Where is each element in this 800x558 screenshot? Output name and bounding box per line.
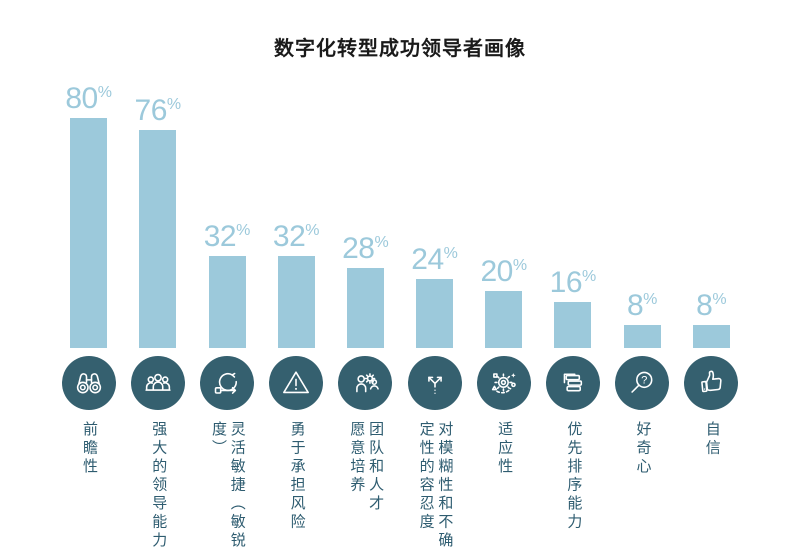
bar-value-label: 8 % (627, 291, 657, 321)
category-label: 勇于承担风险 (288, 421, 306, 532)
fork-arrows-icon (417, 365, 453, 401)
bar-area: 20 % (480, 83, 527, 348)
percent-sign: % (582, 268, 597, 285)
bar-column: 8 % ? 好奇心 (608, 83, 677, 558)
bar-value-label: 32 % (273, 222, 320, 252)
bar-area: 32 % (204, 83, 251, 348)
bar-area: 24 % (411, 83, 458, 348)
percent-sign: % (236, 222, 251, 239)
bar-column: 32 % 灵活敏捷（敏锐度） (192, 83, 261, 558)
bar (208, 256, 246, 348)
thumbs-up-icon (693, 365, 729, 401)
bar-area: 76 % (134, 83, 182, 348)
bar-area: 80 % (65, 83, 112, 348)
binoculars-icon (71, 365, 107, 401)
category-label: 前瞻性 (81, 421, 99, 477)
percent-sign: % (712, 291, 727, 308)
bar (277, 256, 315, 348)
gear-shapes-icon (486, 365, 522, 401)
bar-area: 16 % (550, 83, 597, 348)
bar-value-label: 16 % (550, 268, 597, 298)
icon-circle (407, 356, 462, 410)
bar-value-number: 24 (411, 243, 444, 276)
bar-area: 8 % (692, 83, 730, 348)
bar (139, 129, 177, 348)
bar (692, 325, 730, 348)
bar-value-label: 8 % (696, 291, 726, 321)
percent-sign: % (374, 233, 389, 251)
bar (416, 279, 454, 348)
bar (70, 118, 108, 348)
bar-column: 80 % 前瞻性 (54, 83, 123, 558)
bar-value-number: 8 (626, 289, 644, 322)
icon-circle (684, 356, 739, 410)
bar-value-number: 16 (549, 266, 583, 299)
people-group-icon (140, 365, 176, 401)
icon-circle (338, 356, 393, 410)
bar-value-label: 24 % (411, 245, 458, 275)
bar-value-number: 80 (65, 82, 98, 115)
bar-value-label: 28 % (342, 231, 389, 265)
bar-column: 16 % 优先排序能力 (538, 83, 607, 558)
category-label: 团队和人才 愿意培养 (348, 421, 385, 514)
bar (554, 302, 592, 348)
percent-sign: % (97, 84, 112, 101)
bar-area: 8 % (623, 83, 661, 348)
bar-value-number: 32 (272, 220, 306, 253)
category-label: 好奇心 (634, 421, 652, 477)
icon-circle (269, 356, 324, 410)
category-label: 对模糊性和不确 定性的容忍度 (417, 421, 454, 551)
bar-value-label: 20 % (480, 254, 528, 288)
bar-column: 8 % 自信 (677, 83, 746, 558)
bar-value-number: 32 (203, 220, 237, 253)
category-label: 自信 (703, 421, 721, 458)
bar-value-number: 76 (134, 93, 168, 127)
bar-column: 28 % 团队和人才 愿意培养 (331, 83, 400, 558)
bar-value-label: 80 % (65, 84, 112, 114)
bar-column: 20 % 适应性 (469, 83, 538, 558)
category-label: 强大的领导能力 (150, 421, 168, 551)
icon-circle: ? (615, 356, 670, 410)
percent-sign: % (443, 245, 458, 262)
bar-value-number: 20 (480, 254, 513, 288)
bar (623, 325, 661, 348)
warning-triangle-icon (278, 365, 314, 401)
bar-column: 24 % 对模糊性和不确 定性的容忍度 (400, 83, 469, 558)
person-gear-icon (347, 365, 383, 401)
percent-sign: % (643, 291, 658, 308)
percent-sign: % (305, 222, 320, 239)
percent-sign: % (512, 256, 528, 274)
stacked-bars-icon (555, 365, 591, 401)
icon-circle (545, 356, 600, 410)
svg-text:?: ? (641, 375, 647, 387)
icon-circle (130, 356, 185, 410)
bar-column: 76 % 强大的领导能力 (123, 83, 192, 558)
bar-area: 28 % (342, 83, 389, 348)
bar-value-label: 76 % (134, 93, 182, 127)
category-label: 优先排序能力 (565, 421, 583, 532)
icon-circle (476, 356, 531, 410)
bar-value-label: 32 % (204, 222, 251, 252)
category-label: 灵活敏捷（敏锐度） (210, 421, 246, 551)
bar (485, 290, 523, 348)
bar-column: 32 % 勇于承担风险 (262, 83, 331, 558)
category-label: 适应性 (496, 421, 514, 477)
magnifier-question-icon: ? (624, 365, 660, 401)
icon-circle (200, 356, 255, 410)
percent-sign: % (166, 95, 182, 113)
bar-columns: 80 % 前瞻性 76 % 强大的领导能力 32 % 灵活敏捷（敏锐度） (0, 83, 800, 558)
icon-circle (61, 356, 116, 410)
bar-area: 32 % (273, 83, 320, 348)
bar-value-number: 8 (696, 289, 713, 322)
agile-cycle-icon (209, 365, 245, 401)
bar-value-number: 28 (342, 231, 375, 265)
bar (346, 267, 384, 348)
chart-title: 数字化转型成功领导者画像 (274, 38, 526, 60)
